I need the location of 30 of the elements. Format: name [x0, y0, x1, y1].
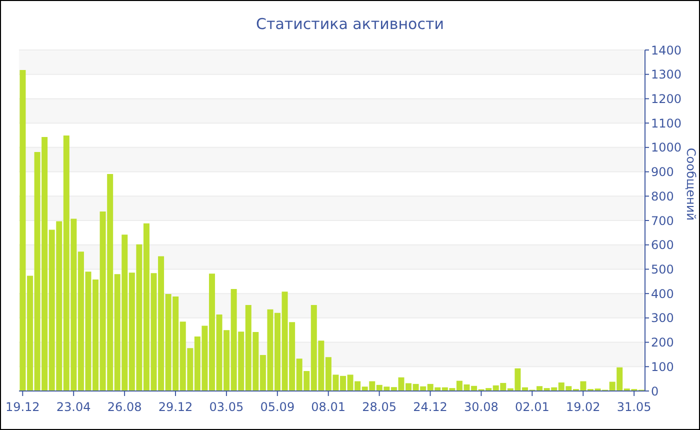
- x-tick-label: 29.12: [158, 400, 193, 414]
- x-tick-label: 19.02: [566, 400, 600, 414]
- y-tick-label: 1200: [651, 92, 682, 106]
- y-tick-label: 100: [651, 360, 674, 374]
- x-tick-label: 23.04: [56, 400, 91, 414]
- x-tick-label: 30.08: [464, 400, 498, 414]
- y-tick-label: 900: [651, 165, 674, 180]
- y-tick-label: 1000: [651, 140, 682, 155]
- x-tick-label: 03.05: [209, 400, 244, 414]
- x-tick-label: 24.12: [413, 400, 448, 414]
- y-tick-label: 200: [651, 336, 674, 350]
- y-tick-label: 0: [651, 384, 659, 398]
- y-tick-label: 500: [651, 262, 674, 276]
- y-tick-label: 400: [651, 286, 674, 301]
- y-tick-label: 1400: [651, 43, 682, 58]
- x-tick-label: 31.05: [616, 400, 652, 414]
- y-tick-label: 800: [651, 189, 674, 204]
- y-tick-label: 600: [651, 238, 674, 252]
- x-tick-label: 19.12: [5, 400, 40, 414]
- y-tick-label: 300: [651, 311, 674, 326]
- x-tick-label: 05.09: [260, 400, 295, 414]
- x-tick-label: 02.01: [514, 400, 550, 414]
- x-tick-label: 26.08: [107, 400, 142, 414]
- y-tick-label: 1100: [651, 116, 682, 130]
- y-tick-label: 1300: [651, 68, 682, 82]
- x-tick-label: 08.01: [311, 400, 346, 414]
- x-tick-label: 28.05: [362, 400, 396, 414]
- y-axis-title: Сообщений: [684, 148, 698, 220]
- y-tick-label: 700: [651, 214, 674, 228]
- chart-title: Статистика активности: [255, 15, 445, 33]
